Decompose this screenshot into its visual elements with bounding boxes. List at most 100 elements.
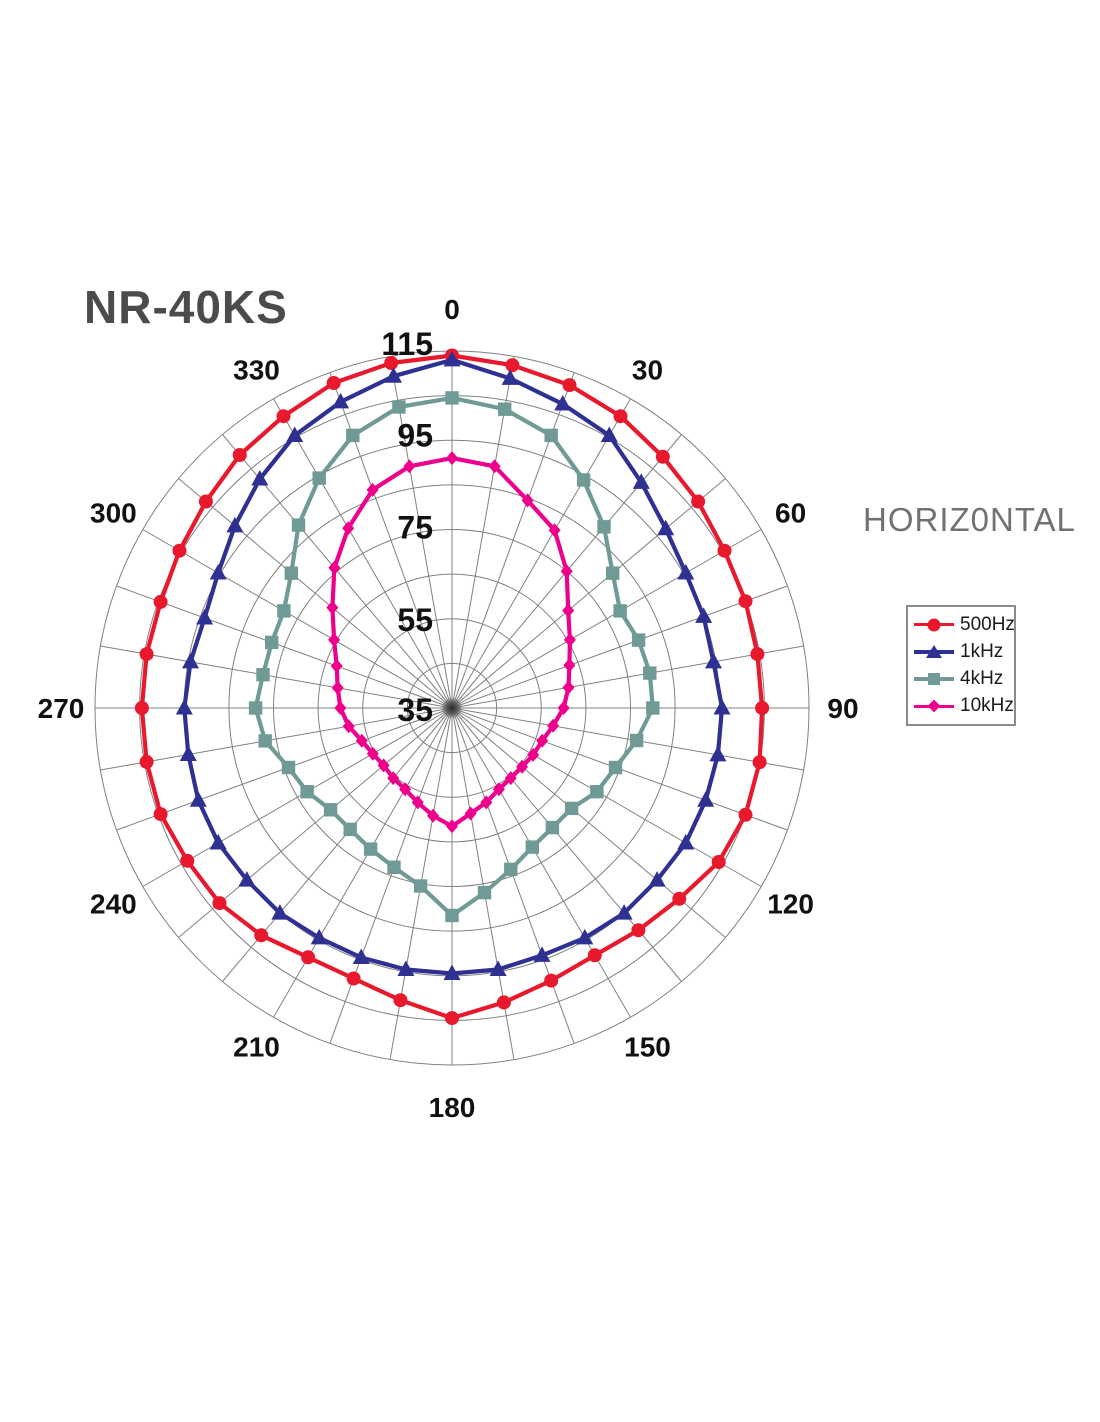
- square-marker-icon: [445, 908, 459, 923]
- square-marker-icon: [312, 471, 326, 485]
- diamond-marker-icon: [331, 680, 344, 695]
- circle-marker-icon: [134, 701, 149, 715]
- circle-marker-icon: [738, 807, 753, 822]
- circle-marker-icon: [562, 378, 577, 393]
- triangle-marker-icon: [443, 350, 461, 367]
- grid-spoke: [451, 398, 631, 709]
- square-marker-icon: [643, 666, 657, 680]
- grid-spoke: [100, 645, 453, 709]
- triangle-marker-icon: [695, 607, 713, 623]
- square-marker-icon: [525, 840, 539, 854]
- legend-box: 500Hz 1kHz 4kHz 10kHz: [906, 605, 1016, 726]
- square-marker-icon: [346, 428, 360, 443]
- triangle-marker-icon: [397, 960, 415, 976]
- triangle-marker-icon: [632, 473, 650, 489]
- diamond-marker-icon: [366, 482, 379, 497]
- angle-label-60: 60: [775, 498, 806, 529]
- circle-marker-icon: [393, 993, 408, 1008]
- diamond-marker-icon: [504, 771, 517, 786]
- circle-marker-icon: [445, 1011, 459, 1026]
- triangle-marker-icon: [209, 834, 227, 850]
- square-marker-icon: [629, 733, 644, 748]
- grid-spoke: [329, 707, 453, 1044]
- diamond-marker-icon: [377, 758, 390, 773]
- triangle-marker-icon: [615, 904, 633, 920]
- triangle-marker-icon: [443, 964, 461, 980]
- grid-spoke: [451, 707, 804, 771]
- circle-marker-icon: [139, 754, 154, 769]
- legend-line-500hz: [914, 618, 954, 632]
- circle-marker-icon: [276, 409, 291, 424]
- radial-label-95: 95: [397, 417, 433, 453]
- triangle-marker-icon: [271, 904, 289, 920]
- grid-spoke: [329, 372, 453, 709]
- triangle-marker-icon: [189, 791, 207, 807]
- circle-marker-icon: [232, 448, 247, 462]
- angle-label-270: 270: [38, 693, 85, 724]
- legend-line-4khz: [914, 673, 954, 686]
- diamond-marker-icon: [547, 718, 560, 733]
- triangle-marker-icon: [332, 392, 350, 409]
- page-title: NR-40KS: [84, 281, 288, 333]
- square-marker-icon: [608, 760, 623, 775]
- diamond-marker-icon: [334, 701, 347, 715]
- square-marker-icon: [387, 860, 401, 874]
- triangle-marker-icon: [926, 644, 942, 658]
- radial-label-115: 115: [381, 326, 433, 362]
- square-marker-icon: [413, 879, 428, 893]
- square-marker-icon: [343, 822, 357, 837]
- triangle-marker-icon: [489, 960, 507, 976]
- orientation-label: HORIZ0NTAL: [863, 501, 1076, 538]
- square-marker-icon: [606, 566, 620, 580]
- diamond-marker-icon: [536, 733, 549, 748]
- diamond-marker-icon: [342, 719, 355, 734]
- triangle-marker-icon: [533, 946, 551, 962]
- grid-spoke: [389, 356, 453, 709]
- triangle-marker-icon: [705, 652, 722, 669]
- square-marker-icon: [504, 862, 518, 877]
- grid-spoke: [451, 707, 762, 887]
- legend-line-1khz: [914, 644, 954, 658]
- circle-marker-icon: [153, 594, 168, 609]
- grid-spoke: [273, 707, 453, 1018]
- square-marker-icon: [265, 635, 279, 650]
- circle-marker-icon: [711, 855, 726, 869]
- triangle-marker-icon: [600, 426, 618, 442]
- legend-label: 500Hz: [960, 613, 1015, 635]
- radial-label-55: 55: [397, 602, 433, 638]
- diamond-marker-icon: [342, 521, 355, 536]
- diamond-marker-icon: [562, 680, 575, 695]
- triangle-marker-icon: [709, 745, 727, 762]
- grid-spoke: [178, 478, 453, 709]
- triangle-marker-icon: [226, 516, 244, 533]
- circle-marker-icon: [301, 950, 316, 965]
- grid-spoke: [451, 707, 682, 982]
- diamond-marker-icon: [446, 451, 458, 466]
- square-marker-icon: [256, 668, 270, 682]
- square-marker-icon: [277, 604, 291, 618]
- legend-label: 4kHz: [960, 668, 1004, 690]
- triangle-marker-icon: [501, 369, 519, 385]
- angle-label-300: 300: [90, 498, 137, 529]
- square-marker-icon: [392, 400, 406, 414]
- triangle-marker-icon: [385, 367, 402, 383]
- circle-marker-icon: [153, 807, 168, 822]
- legend-line-10khz: [914, 700, 954, 713]
- square-marker-icon: [646, 701, 660, 715]
- triangle-marker-icon: [238, 871, 256, 887]
- diamond-marker-icon: [563, 632, 576, 647]
- triangle-marker-icon: [175, 699, 193, 715]
- circle-marker-icon: [672, 891, 687, 906]
- radial-tick-labels: 115 95 75 55 35: [381, 326, 433, 728]
- triangle-marker-icon: [677, 834, 695, 850]
- circle-marker-icon: [750, 647, 765, 662]
- square-marker-icon: [564, 801, 579, 816]
- diamond-marker-icon: [427, 808, 439, 823]
- circle-marker-icon: [212, 896, 227, 911]
- square-marker-icon: [544, 428, 558, 443]
- square-marker-icon: [498, 402, 512, 416]
- circle-marker-icon: [139, 647, 154, 662]
- diamond-marker-icon: [464, 806, 477, 821]
- grid-spoke: [142, 707, 453, 887]
